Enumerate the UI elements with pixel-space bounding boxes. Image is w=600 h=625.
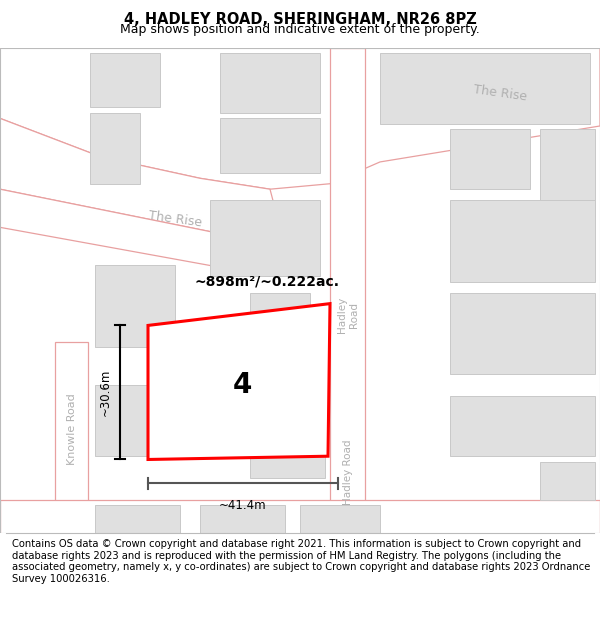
Bar (450, 129, 530, 189)
Bar (95, 266, 175, 348)
Bar (380, 53, 590, 124)
Text: Map shows position and indicative extent of the property.: Map shows position and indicative extent… (120, 22, 480, 36)
Bar (450, 396, 595, 456)
Polygon shape (55, 342, 88, 592)
Bar (450, 292, 595, 374)
Polygon shape (0, 48, 600, 189)
Text: Contains OS data © Crown copyright and database right 2021. This information is : Contains OS data © Crown copyright and d… (12, 539, 590, 584)
Bar (300, 505, 380, 549)
Bar (220, 118, 320, 173)
Bar (200, 505, 285, 549)
Bar (95, 386, 175, 456)
Text: Hadley
Road: Hadley Road (337, 296, 359, 333)
Text: Hadley Road: Hadley Road (343, 440, 353, 505)
Polygon shape (0, 189, 270, 276)
Bar (210, 200, 320, 276)
Polygon shape (148, 304, 330, 459)
Bar (540, 462, 595, 500)
Text: The Rise: The Rise (148, 209, 203, 230)
Text: 4: 4 (232, 371, 251, 399)
Bar (250, 292, 310, 380)
Bar (90, 53, 160, 108)
Bar (90, 113, 140, 184)
Polygon shape (330, 48, 365, 592)
Polygon shape (0, 500, 600, 592)
Text: ~30.6m: ~30.6m (99, 369, 112, 416)
Bar (540, 129, 595, 216)
Text: ~898m²/~0.222ac.: ~898m²/~0.222ac. (195, 275, 340, 289)
Bar (450, 200, 595, 282)
Text: ~41.4m: ~41.4m (219, 499, 267, 512)
Text: The Rise: The Rise (472, 83, 527, 104)
Polygon shape (0, 118, 280, 244)
Bar (95, 505, 180, 549)
Text: 4, HADLEY ROAD, SHERINGHAM, NR26 8PZ: 4, HADLEY ROAD, SHERINGHAM, NR26 8PZ (124, 12, 476, 27)
Text: Knowle Road: Knowle Road (67, 393, 77, 465)
Bar (220, 53, 320, 113)
Bar (250, 429, 325, 478)
